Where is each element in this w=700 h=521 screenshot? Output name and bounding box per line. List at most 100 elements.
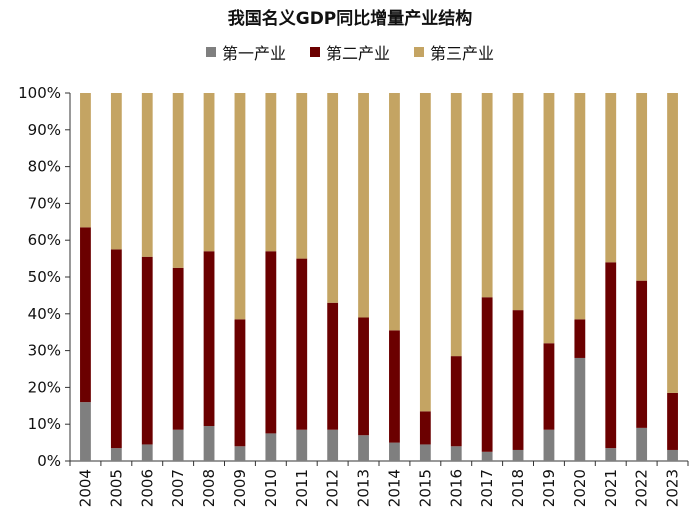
bar-2006-series-1: [141, 444, 153, 461]
bar-2015-series-1: [419, 444, 431, 461]
bar-2011-series-3: [296, 93, 308, 259]
y-tick-label: 20%: [28, 378, 61, 396]
bar-2008-series-2: [203, 251, 215, 427]
bar-2017-series-3: [481, 93, 493, 298]
bar-2021-series-1: [605, 448, 617, 461]
bar-2016-series-3: [450, 93, 462, 357]
bar-2009-series-3: [234, 93, 246, 320]
bar-2012-series-1: [327, 429, 339, 461]
bar-2008-series-3: [203, 93, 215, 252]
y-tick-label: 90%: [28, 121, 61, 139]
y-tick-label: 0%: [37, 452, 61, 470]
bar-2017-series-2: [481, 297, 493, 452]
bar-2014-series-2: [389, 330, 400, 443]
bar-2013-series-1: [358, 435, 369, 461]
y-tick-label: 80%: [28, 158, 61, 176]
bar-2015-series-3: [419, 93, 431, 412]
bar-2006-series-2: [141, 256, 153, 445]
bar-2005-series-2: [110, 249, 122, 449]
bar-2021-series-3: [605, 93, 617, 263]
legend-item-2: 第二产业: [309, 40, 390, 64]
bar-2005-series-1: [110, 448, 122, 461]
bar-2005-series-3: [110, 93, 122, 250]
bar-2020-series-2: [574, 319, 586, 358]
bar-2023-series-1: [667, 449, 678, 461]
bar-2010-series-3: [265, 93, 277, 252]
bar-2012-series-2: [327, 302, 339, 430]
x-tick-label: 2020: [571, 469, 589, 507]
bar-2013-series-3: [358, 93, 369, 318]
bar-2008-series-1: [203, 426, 215, 461]
bar-2010-series-1: [265, 433, 277, 461]
bar-2020-series-1: [574, 357, 586, 461]
y-tick-label: 70%: [28, 194, 61, 212]
bar-2014-series-1: [389, 442, 400, 461]
legend: 第一产业 第二产业 第三产业: [0, 40, 700, 64]
bar-2022-series-2: [636, 280, 648, 428]
x-tick-label: 2014: [385, 469, 403, 507]
bar-2022-series-3: [636, 93, 648, 281]
bar-2016-series-2: [450, 356, 462, 447]
x-tick-label: 2007: [169, 469, 187, 507]
bar-2006-series-3: [141, 93, 153, 257]
bar-2016-series-1: [450, 446, 462, 461]
legend-label: 第二产业: [325, 44, 390, 63]
legend-label: 第三产业: [430, 44, 495, 63]
bar-2004-series-1: [80, 402, 91, 461]
legend-label: 第一产业: [221, 44, 286, 63]
y-tick-label: 60%: [28, 231, 61, 249]
x-tick-label: 2009: [231, 469, 249, 507]
y-tick-label: 30%: [28, 342, 61, 360]
bar-2019-series-2: [543, 343, 555, 430]
x-tick-label: 2021: [602, 469, 620, 507]
bar-2018-series-1: [512, 449, 524, 461]
y-tick-label: 100%: [18, 84, 61, 102]
x-tick-label: 2012: [324, 469, 342, 507]
bar-2011-series-1: [296, 429, 308, 461]
bar-2011-series-2: [296, 258, 308, 430]
bar-2022-series-1: [636, 427, 648, 461]
x-tick-label: 2023: [664, 469, 682, 507]
bar-2017-series-1: [481, 451, 493, 461]
bar-2019-series-3: [543, 93, 555, 344]
bar-2012-series-3: [327, 93, 339, 303]
bar-2019-series-1: [543, 429, 555, 461]
bar-2004-series-2: [80, 227, 91, 403]
bar-2015-series-2: [419, 411, 431, 445]
bar-2007-series-2: [172, 267, 184, 430]
bar-2007-series-1: [172, 429, 184, 461]
x-tick-label: 2010: [262, 469, 280, 507]
y-tick-label: 40%: [28, 305, 61, 323]
x-tick-label: 2019: [540, 469, 558, 507]
x-tick-label: 2018: [509, 469, 527, 507]
bar-2018-series-2: [512, 310, 524, 450]
x-tick-label: 2022: [633, 469, 651, 507]
bar-2023-series-2: [667, 392, 678, 450]
bar-2009-series-1: [234, 446, 246, 461]
x-tick-label: 2013: [355, 469, 373, 507]
y-tick-label: 50%: [28, 268, 61, 286]
bar-2007-series-3: [172, 93, 184, 268]
x-tick-label: 2006: [138, 469, 156, 507]
legend-item-3: 第三产业: [414, 40, 494, 64]
bar-2014-series-3: [389, 93, 400, 331]
bar-2020-series-3: [574, 93, 586, 320]
x-tick-label: 2008: [200, 469, 218, 507]
legend-swatch: [205, 47, 216, 57]
bar-2023-series-3: [667, 93, 678, 393]
bar-2021-series-2: [605, 262, 617, 449]
x-tick-label: 2015: [416, 469, 434, 507]
bar-2013-series-2: [358, 317, 369, 436]
bar-2004-series-3: [80, 93, 91, 228]
bar-2010-series-2: [265, 251, 277, 434]
bar-2018-series-3: [512, 93, 524, 311]
legend-swatch: [414, 47, 424, 57]
legend-swatch: [309, 47, 320, 57]
x-tick-label: 2005: [107, 469, 125, 507]
x-tick-label: 2017: [478, 469, 496, 507]
x-tick-label: 2004: [76, 469, 94, 507]
chart-title: 我国名义GDP同比增量产业结构: [227, 9, 473, 29]
legend-item-1: 第一产业: [205, 40, 286, 64]
